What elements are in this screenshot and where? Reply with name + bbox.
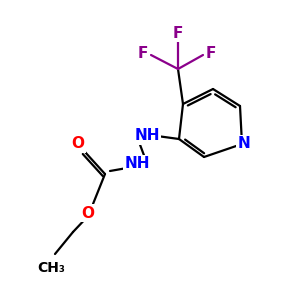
Text: F: F: [138, 46, 148, 62]
Text: NH: NH: [124, 157, 150, 172]
Text: N: N: [238, 136, 250, 152]
Text: F: F: [206, 46, 216, 62]
Text: F: F: [173, 26, 183, 40]
Text: NH: NH: [134, 128, 160, 143]
Text: O: O: [71, 136, 85, 152]
Text: CH₃: CH₃: [37, 261, 65, 275]
Text: O: O: [82, 206, 94, 220]
